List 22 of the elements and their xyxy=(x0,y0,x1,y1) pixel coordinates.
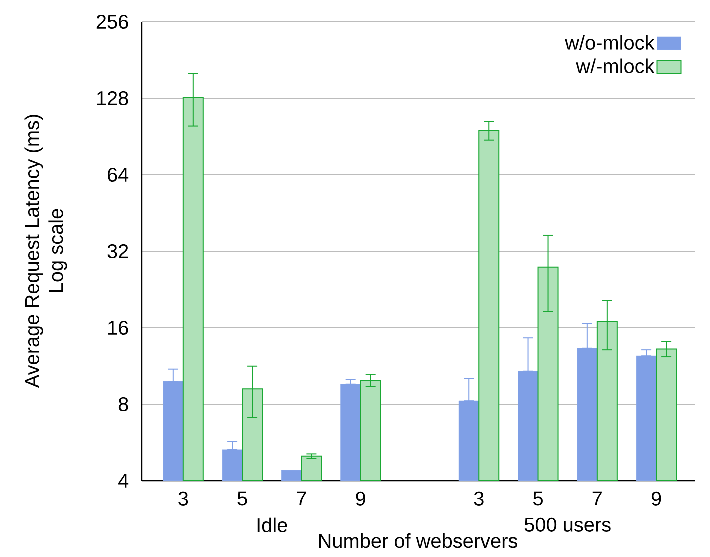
text: Idle xyxy=(258,518,288,532)
y-tick-label: 16 xyxy=(108,320,128,336)
y-tick-label: 4 xyxy=(118,474,129,488)
x-tick-label: 7 xyxy=(297,492,306,506)
y-tick-label: 8 xyxy=(118,397,128,412)
y-axis-title: Average Request Latency (ms) xyxy=(24,115,44,388)
legend-label: w/o-mlock xyxy=(565,35,655,50)
y-tick-label: 256 xyxy=(96,14,128,30)
x-axis-title: Number of webservers xyxy=(319,534,518,548)
y-tick-label: 64 xyxy=(108,168,129,182)
legend-label: w/-mlock xyxy=(576,58,655,74)
x-tick-label: 3 xyxy=(178,492,188,506)
y-tick-label: 32 xyxy=(108,244,128,259)
x-tick-label: 7 xyxy=(592,492,602,506)
x-tick-label: 9 xyxy=(356,492,366,506)
x-tick-label: 5 xyxy=(238,492,248,506)
x-tick-label: 3 xyxy=(474,492,484,506)
text: Log scale xyxy=(48,209,68,292)
x-tick-label: 9 xyxy=(652,492,662,506)
x-tick-label: 5 xyxy=(534,492,543,506)
y-tick-label: 128 xyxy=(97,91,128,106)
text: 500 users xyxy=(524,518,611,532)
